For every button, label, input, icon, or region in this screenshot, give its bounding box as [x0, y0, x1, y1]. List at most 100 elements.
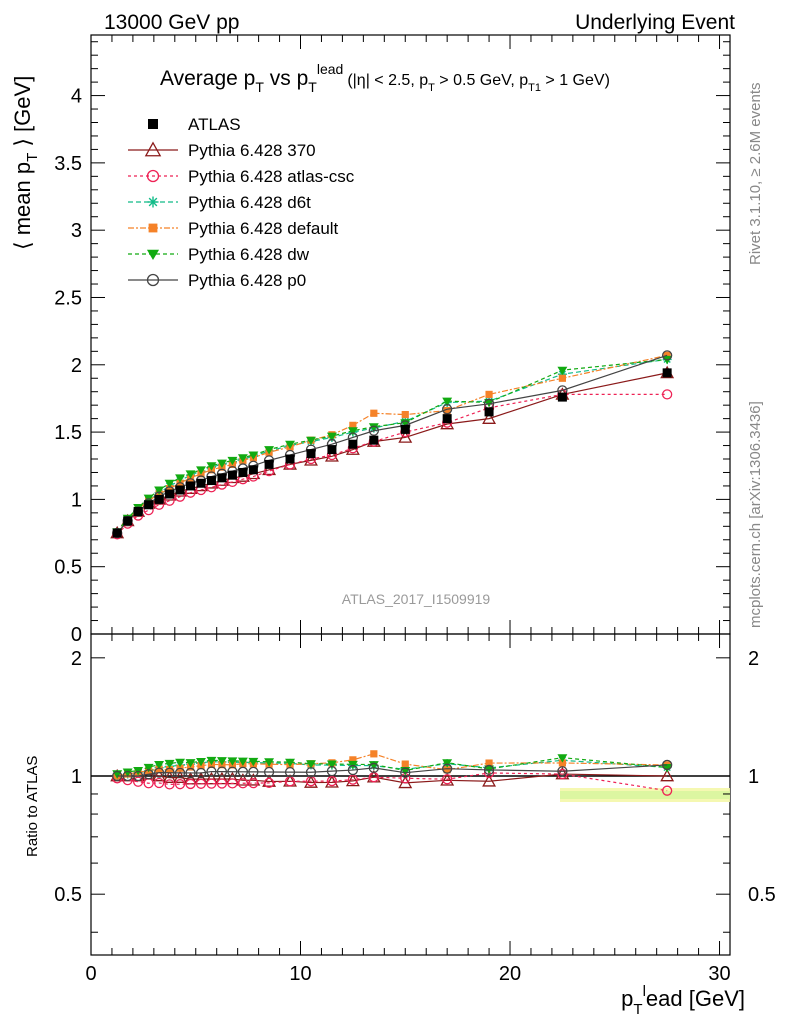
- ratio-point: [162, 770, 177, 783]
- data-point: [345, 442, 360, 455]
- ratio-point: [195, 778, 207, 789]
- ratio-point: [196, 757, 206, 767]
- ratio-point: [164, 767, 175, 778]
- legend-marker: [148, 119, 158, 129]
- ratio-y-tick-label: 1: [71, 766, 82, 788]
- data-point: [227, 470, 237, 480]
- analysis-watermark: ATLAS_2017_I1509919: [342, 591, 491, 607]
- data-point: [661, 389, 673, 400]
- ratio-point: [216, 766, 228, 777]
- ratio-point: [164, 779, 175, 790]
- ratio-point: [174, 767, 186, 779]
- ratio-point: [349, 756, 357, 764]
- legend-entry-pythia-6-428-370: Pythia 6.428 370: [128, 141, 316, 160]
- ratio-point: [248, 766, 259, 778]
- ratio-point: [122, 770, 133, 782]
- top-panel-frame: [90, 34, 731, 635]
- ratio-series-pythia-6-428-p0: [112, 759, 673, 782]
- data-point: [661, 350, 673, 361]
- ratio-point: [132, 770, 144, 782]
- ratio-point: [558, 759, 566, 767]
- ratio-point: [440, 773, 455, 786]
- data-point: [306, 436, 316, 446]
- legend-label: Pythia 6.428 default: [188, 219, 339, 238]
- legend-marker: [146, 273, 160, 287]
- ratio-point: [326, 775, 338, 787]
- ratio-y-tick-label: 2: [71, 648, 82, 670]
- data-point: [264, 446, 275, 455]
- ratio-point: [483, 764, 495, 776]
- ratio-point: [174, 779, 186, 790]
- ratio-point: [206, 756, 217, 766]
- ratio-point: [557, 766, 568, 777]
- ratio-point: [237, 778, 249, 789]
- data-point: [368, 425, 379, 436]
- ratio-point: [485, 759, 493, 767]
- legend-entry-pythia-6-428-dw: Pythia 6.428 dw: [128, 245, 310, 264]
- legend-label: Pythia 6.428 atlas-csc: [188, 167, 355, 186]
- data-point: [206, 476, 216, 486]
- ratio-point: [305, 767, 317, 778]
- ratio-point: [304, 775, 318, 788]
- data-point: [443, 406, 451, 415]
- series-pythia-6-428-p0: [112, 350, 673, 539]
- data-point: [123, 516, 133, 526]
- data-point: [196, 466, 206, 475]
- ratio-point: [216, 778, 228, 789]
- top-y-tick-label: 3: [71, 220, 82, 242]
- legend-label: Pythia 6.428 370: [188, 141, 316, 160]
- data-point: [326, 432, 337, 442]
- data-point: [558, 374, 566, 382]
- data-point: [237, 454, 248, 463]
- series-line: [116, 354, 668, 534]
- legend-marker: [148, 223, 158, 233]
- data-point: [400, 424, 410, 434]
- data-point: [557, 366, 568, 376]
- ratio-point: [227, 757, 238, 766]
- series-line: [116, 358, 668, 533]
- x-tick-label: 30: [708, 963, 730, 985]
- data-point: [662, 368, 672, 378]
- ratio-point: [195, 767, 207, 779]
- ratio-point: [112, 770, 123, 782]
- ratio-point: [237, 766, 249, 777]
- ratio-series-line: [117, 772, 668, 792]
- data-point: [154, 494, 164, 504]
- legend-entry-pythia-6-428-d6t: Pythia 6.428 d6t: [128, 193, 311, 212]
- ratio-point: [661, 759, 673, 771]
- ratio-point: [285, 758, 295, 768]
- mcplots-label: mcplots.cern.ch [arXiv:1306.3436]: [747, 401, 764, 628]
- ratio-point: [400, 767, 411, 778]
- data-point: [401, 410, 409, 419]
- ratio-point: [204, 771, 219, 785]
- ratio-point: [164, 759, 175, 769]
- ratio-point: [661, 785, 673, 796]
- data-point: [227, 456, 238, 466]
- ratio-series-line: [117, 764, 668, 777]
- ratio-point: [237, 757, 248, 767]
- ratio-point: [248, 777, 259, 789]
- legend-label: Pythia 6.428 d6t: [188, 193, 311, 212]
- ratio-point: [206, 778, 217, 789]
- ratio-point: [347, 764, 359, 776]
- data-point: [285, 454, 295, 464]
- ratio-point: [262, 774, 277, 787]
- data-point: [154, 486, 165, 495]
- data-point: [304, 453, 318, 466]
- ratio-point: [345, 773, 360, 787]
- top-series-group: [110, 350, 675, 540]
- legend-marker: [146, 249, 160, 261]
- header-right: Underlying Event: [575, 11, 735, 34]
- series-line: [116, 358, 668, 534]
- x-tick-label: 10: [289, 963, 311, 985]
- ratio-point: [227, 766, 238, 777]
- ratio-y-tick-label: 0.5: [54, 884, 82, 906]
- series-pythia-6-428-default: [113, 351, 671, 537]
- legend-entry-pythia-6-428-p0: Pythia 6.428 p0: [128, 271, 306, 290]
- data-point: [306, 449, 316, 459]
- data-point: [442, 414, 452, 424]
- ratio-point: [368, 762, 379, 774]
- ratio-y-tick-label-right: 0.5: [748, 884, 776, 906]
- ratio-y-tick-label-right: 1: [748, 766, 759, 788]
